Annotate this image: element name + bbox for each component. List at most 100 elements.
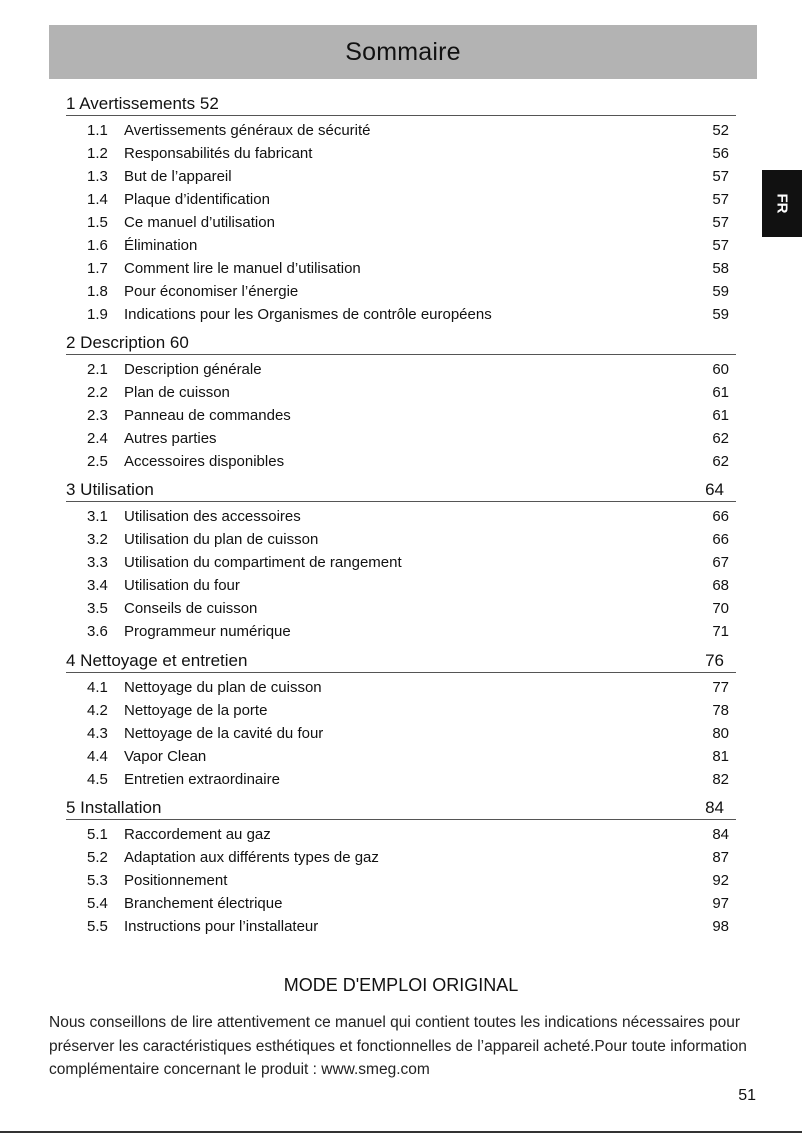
item-title: Ce manuel d’utilisation bbox=[124, 214, 275, 231]
toc-item[interactable]: 3.6 Programmeur numérique 71 bbox=[66, 620, 736, 643]
toc-item[interactable]: 2.2 Plan de cuisson 61 bbox=[66, 381, 736, 404]
toc-item[interactable]: 1.5 Ce manuel d’utilisation 57 bbox=[66, 211, 736, 234]
toc-item[interactable]: 5.3 Positionnement 92 bbox=[66, 869, 736, 892]
item-page: 66 bbox=[712, 508, 729, 525]
toc-item[interactable]: 1.2 Responsabilités du fabricant 56 bbox=[66, 142, 736, 165]
item-number: 1.8 bbox=[87, 283, 108, 300]
toc-item[interactable]: 5.1 Raccordement au gaz 84 bbox=[66, 823, 736, 846]
item-title: Utilisation du compartiment de rangement bbox=[124, 554, 402, 571]
item-title: Accessoires disponibles bbox=[124, 453, 285, 470]
item-number: 4.5 bbox=[87, 771, 108, 788]
item-title: But de l’appareil bbox=[124, 168, 232, 185]
toc-item[interactable]: 1.7 Comment lire le manuel d’utilisation 5… bbox=[66, 257, 736, 280]
item-number: 1.4 bbox=[87, 191, 108, 208]
item-page: 71 bbox=[712, 623, 729, 640]
toc-item[interactable]: 4.3 Nettoyage de la cavité du four 80 bbox=[66, 722, 736, 745]
section-title: 1 Avertissements 52 bbox=[66, 94, 219, 113]
item-number: 4.3 bbox=[87, 725, 108, 742]
item-page: 67 bbox=[712, 554, 729, 571]
toc-item[interactable]: 2.5 Accessoires disponibles 62 bbox=[66, 450, 736, 473]
item-page: 98 bbox=[712, 918, 729, 935]
toc-item[interactable]: 3.2 Utilisation du plan de cuisson 66 bbox=[66, 528, 736, 551]
divider bbox=[0, 1131, 802, 1133]
toc-item[interactable]: 3.4 Utilisation du four 68 bbox=[66, 574, 736, 597]
item-number: 4.4 bbox=[87, 748, 108, 765]
item-number: 4.1 bbox=[87, 679, 108, 696]
toc-item[interactable]: 2.1 Description générale 60 bbox=[66, 358, 736, 381]
toc-item[interactable]: 1.9 Indications pour les Organismes de co… bbox=[66, 303, 736, 326]
mode-title: MODE D'EMPLOI ORIGINAL bbox=[283, 975, 519, 995]
item-title: Entretien extraordinaire bbox=[124, 771, 280, 788]
toc-item[interactable]: 3.5 Conseils de cuisson 70 bbox=[66, 597, 736, 620]
item-title: Conseils de cuisson bbox=[124, 600, 258, 617]
item-page: 82 bbox=[712, 771, 729, 788]
item-title: Description générale bbox=[124, 361, 262, 378]
item-page: 56 bbox=[712, 145, 729, 162]
toc-item[interactable]: 4.2 Nettoyage de la porte 78 bbox=[66, 699, 736, 722]
toc-item[interactable]: 4.5 Entretien extraordinaire 82 bbox=[66, 768, 736, 791]
toc-item[interactable]: 3.1 Utilisation des accessoires 66 bbox=[66, 505, 736, 528]
toc-item[interactable]: 4.4 Vapor Clean 81 bbox=[66, 745, 736, 768]
item-page: 61 bbox=[712, 407, 729, 424]
item-title: Panneau de commandes bbox=[124, 407, 291, 424]
item-number: 3.4 bbox=[87, 577, 108, 594]
item-number: 2.1 bbox=[87, 361, 108, 378]
item-number: 3.2 bbox=[87, 531, 108, 548]
item-title: Instructions pour l’installateur bbox=[124, 918, 319, 935]
item-title: Responsabilités du fabricant bbox=[124, 145, 313, 162]
section-heading[interactable]: 3 Utilisation 64 bbox=[66, 479, 736, 502]
item-number: 1.3 bbox=[87, 168, 108, 185]
item-page: 81 bbox=[712, 748, 729, 765]
toc-item[interactable]: 5.4 Branchement électrique 97 bbox=[66, 892, 736, 915]
toc-section: 5 Installation 84 5.1 Raccordement au gaz 84… bbox=[66, 797, 736, 938]
item-page: 68 bbox=[712, 577, 729, 594]
toc-item[interactable]: 1.3 But de l’appareil 57 bbox=[66, 165, 736, 188]
toc-item[interactable]: 5.5 Instructions pour l’installateur 98 bbox=[66, 915, 736, 938]
section-title: 5 Installation bbox=[66, 798, 162, 817]
item-title: Programmeur numérique bbox=[124, 623, 291, 640]
toc-item[interactable]: 1.6 Élimination 57 bbox=[66, 234, 736, 257]
item-title: Avertissements généraux de sécurité bbox=[124, 122, 371, 139]
title-bar: Sommaire bbox=[49, 25, 757, 79]
item-title: Positionnement bbox=[124, 872, 228, 889]
item-page: 70 bbox=[712, 600, 729, 617]
item-number: 2.4 bbox=[87, 430, 108, 447]
toc-item[interactable]: 4.1 Nettoyage du plan de cuisson 77 bbox=[66, 676, 736, 699]
item-page: 62 bbox=[712, 430, 729, 447]
item-page: 59 bbox=[712, 306, 729, 323]
toc-item[interactable]: 3.3 Utilisation du compartiment de rangem… bbox=[66, 551, 736, 574]
page-number: 51 bbox=[738, 1087, 756, 1104]
item-page: 97 bbox=[712, 895, 729, 912]
section-heading[interactable]: 4 Nettoyage et entretien 76 bbox=[66, 650, 736, 673]
toc-item[interactable]: 2.3 Panneau de commandes 61 bbox=[66, 404, 736, 427]
section-heading[interactable]: 1 Avertissements 52 bbox=[66, 93, 736, 116]
item-page: 92 bbox=[712, 872, 729, 889]
toc-item[interactable]: 1.1 Avertissements généraux de sécurité 52 bbox=[66, 119, 736, 142]
item-number: 1.1 bbox=[87, 122, 108, 139]
item-number: 1.6 bbox=[87, 237, 108, 254]
toc-section: 2 Description 60 2.1 Description générale 6… bbox=[66, 332, 736, 473]
section-page: 64 bbox=[705, 480, 724, 499]
toc-item[interactable]: 1.4 Plaque d’identification 57 bbox=[66, 188, 736, 211]
section-heading[interactable]: 2 Description 60 bbox=[66, 332, 736, 355]
item-number: 4.2 bbox=[87, 702, 108, 719]
item-title: Autres parties bbox=[124, 430, 217, 447]
item-title: Utilisation du plan de cuisson bbox=[124, 531, 319, 548]
item-title: Utilisation des accessoires bbox=[124, 508, 301, 525]
toc-item[interactable]: 2.4 Autres parties 62 bbox=[66, 427, 736, 450]
section-page: 76 bbox=[705, 651, 724, 670]
item-page: 84 bbox=[712, 826, 729, 843]
item-title: Pour économiser l’énergie bbox=[124, 283, 299, 300]
item-number: 2.5 bbox=[87, 453, 108, 470]
item-number: 2.3 bbox=[87, 407, 108, 424]
language-tab: FR bbox=[762, 170, 802, 237]
toc-item[interactable]: 1.8 Pour économiser l’énergie 59 bbox=[66, 280, 736, 303]
item-number: 5.4 bbox=[87, 895, 108, 912]
section-title: 4 Nettoyage et entretien bbox=[66, 651, 248, 670]
item-number: 5.3 bbox=[87, 872, 108, 889]
item-number: 3.6 bbox=[87, 623, 108, 640]
toc-item[interactable]: 5.2 Adaptation aux différents types de ga… bbox=[66, 846, 736, 869]
item-page: 60 bbox=[712, 361, 729, 378]
item-page: 57 bbox=[712, 168, 729, 185]
section-heading[interactable]: 5 Installation 84 bbox=[66, 797, 736, 820]
